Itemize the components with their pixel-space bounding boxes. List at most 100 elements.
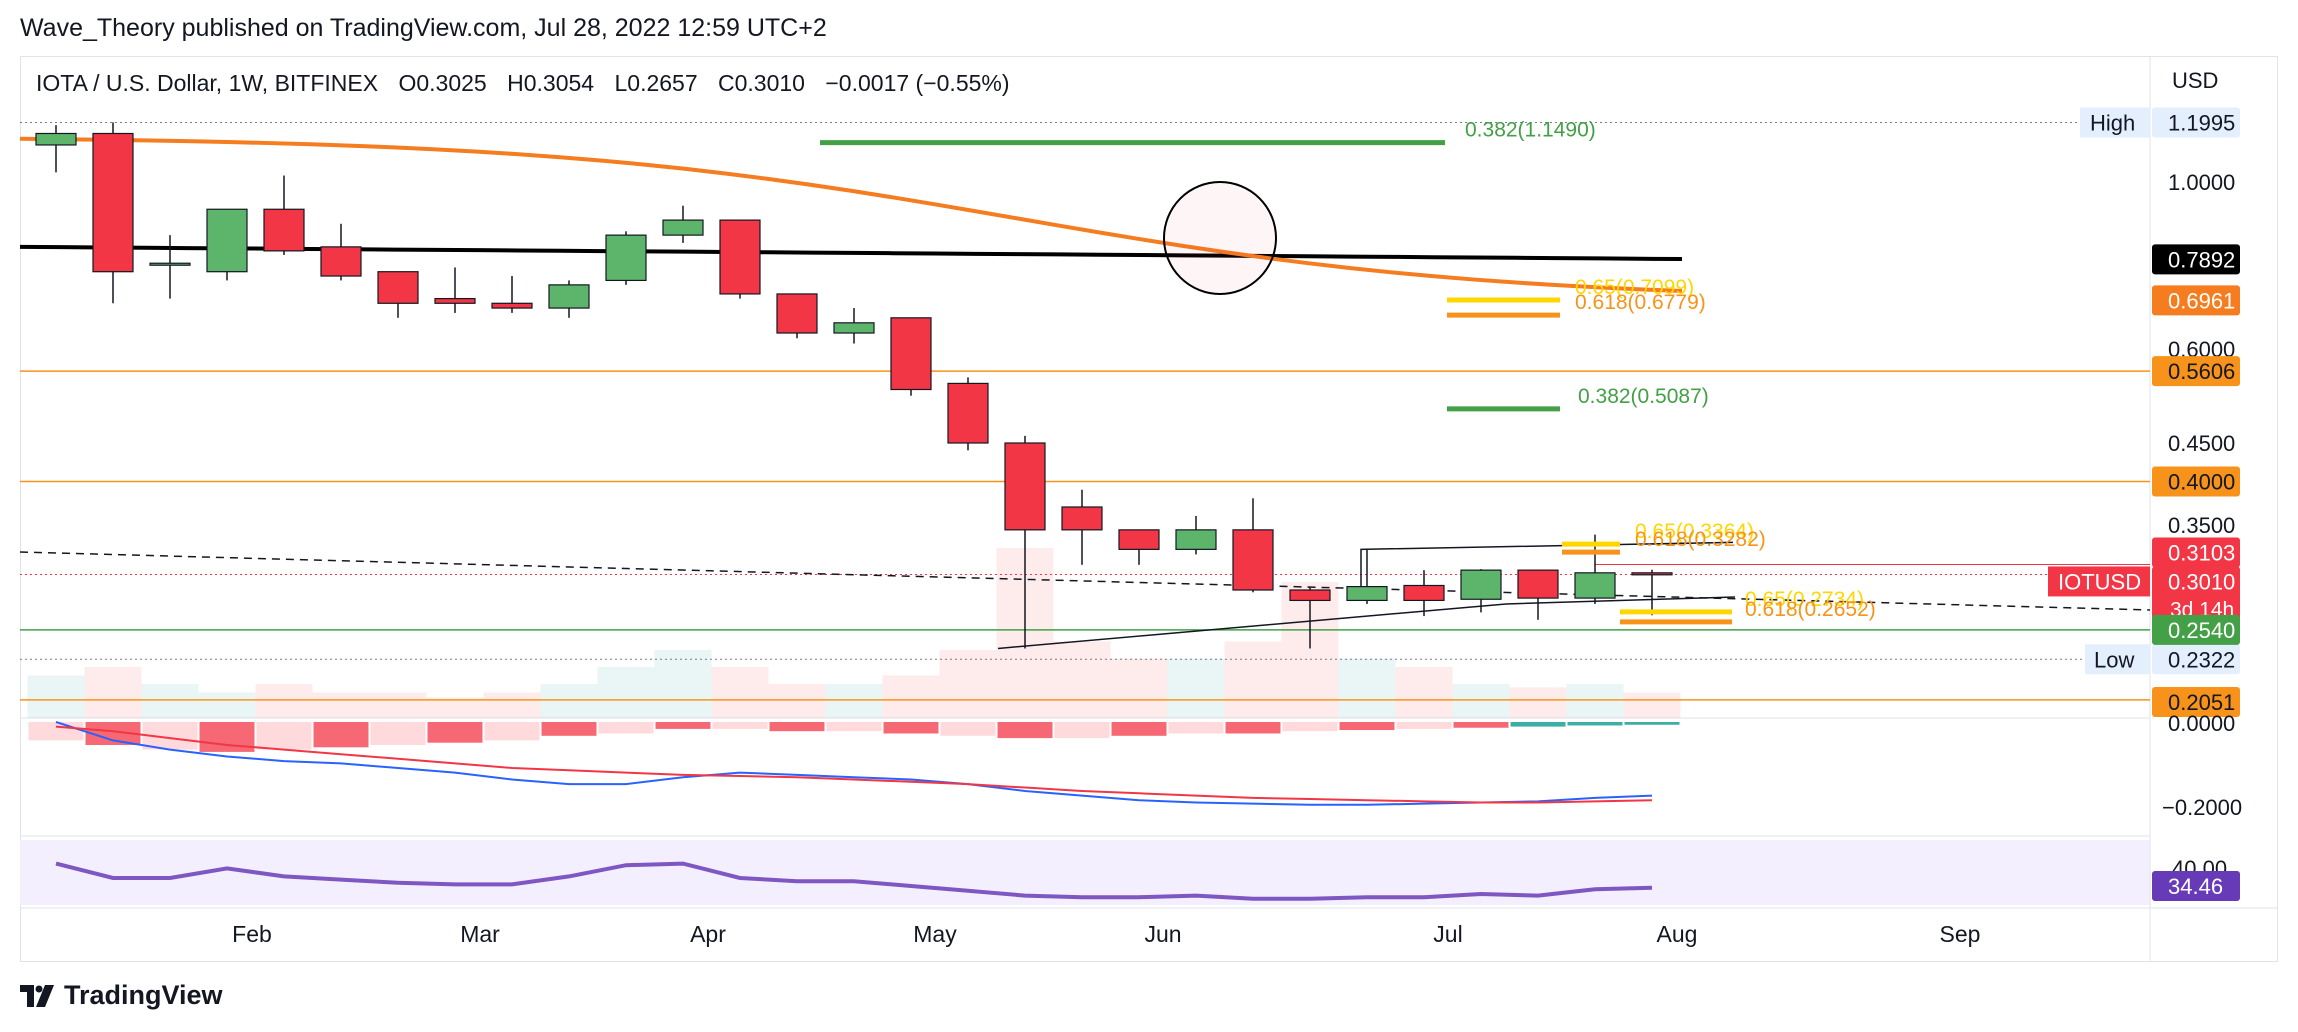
candle-body[interactable] [263, 208, 305, 252]
macd-histogram-bar [1225, 722, 1281, 734]
volume-bar [198, 692, 256, 718]
level-4000-label: 0.4000 [2168, 469, 2235, 494]
candle-body[interactable] [491, 302, 533, 309]
candle-body[interactable] [1346, 586, 1388, 602]
ma-black-value-label: 0.7892 [2168, 247, 2235, 272]
volume-bar [1224, 641, 1282, 718]
time-tick-label: Feb [232, 921, 272, 947]
candle-body[interactable] [1403, 584, 1445, 602]
level-3103-label-bg [2152, 537, 2240, 568]
low-tag: Low [2094, 647, 2134, 672]
symbol-tag-bg [2048, 566, 2150, 597]
tradingview-footer[interactable]: TradingView [20, 980, 223, 1011]
legend-open: O0.3025 [398, 70, 487, 96]
macd-histogram-bar [1624, 722, 1680, 725]
candle-body[interactable] [1061, 506, 1103, 531]
macd-histogram-bar [484, 722, 540, 741]
time-tick-label: Sep [1940, 921, 1981, 947]
candle-body[interactable] [605, 234, 647, 282]
volume-bar [1338, 658, 1396, 718]
candle-body[interactable] [548, 284, 590, 309]
macd-histogram-bar [1282, 722, 1338, 732]
fib-level-label: 0.65(0.2734) [1745, 588, 1864, 611]
high-value-label-bg [2152, 107, 2240, 138]
volume-bar [1053, 641, 1111, 718]
price-tick-label: 0.4500 [2168, 431, 2235, 456]
level-5606-label-bg [2152, 356, 2240, 387]
candle-body[interactable] [890, 317, 932, 391]
macd-histogram-bar [1567, 722, 1623, 726]
candle-body[interactable] [320, 246, 362, 277]
candle-body[interactable] [377, 271, 419, 304]
candle-body[interactable] [662, 219, 704, 236]
candle-body[interactable] [1289, 589, 1331, 602]
volume-bar [426, 697, 484, 718]
rsi-value-bg [2152, 871, 2240, 901]
low-tag-bg [2085, 644, 2150, 675]
volume-bar [1110, 658, 1168, 718]
macd-histogram-bar [28, 722, 84, 741]
candle-body[interactable] [149, 262, 191, 266]
candle-body[interactable] [1460, 569, 1502, 600]
volume-bar [711, 667, 769, 718]
volume-bar [369, 692, 427, 718]
last-price-bg [2152, 566, 2240, 625]
candle-body[interactable] [1574, 572, 1616, 599]
candle-body[interactable] [1631, 572, 1673, 576]
level-2051-label-bg [2152, 687, 2240, 717]
fib-level-label: 0.65(0.7099) [1575, 276, 1694, 299]
ma-orange-value-label: 0.6961 [2168, 288, 2235, 313]
volume-bar [255, 684, 313, 718]
price-tick-label: 0.3500 [2168, 513, 2235, 538]
volume-bar [1623, 692, 1681, 718]
candle-body[interactable] [947, 382, 989, 444]
volume-area [27, 548, 1681, 718]
ma-cross-highlight-circle [1163, 181, 1277, 295]
rsi-pane [55, 861, 1653, 901]
fib-level-label: 0.382(0.5087) [1578, 385, 1709, 408]
candle-body[interactable] [719, 219, 761, 295]
fib-level-label: 0.65(0.3364) [1635, 520, 1754, 543]
candle-body[interactable] [833, 322, 875, 334]
volume-bar [1509, 687, 1567, 718]
low-value-label: 0.2322 [2168, 647, 2235, 672]
candle-body[interactable] [1118, 529, 1160, 550]
price-tick-label: 1.0000 [2168, 170, 2235, 195]
volume-bar [483, 692, 541, 718]
publisher-line: Wave_Theory published on TradingView.com… [20, 14, 827, 42]
ma-black-value-label-bg [2152, 244, 2240, 275]
level-2540-label: 0.2540 [2168, 618, 2235, 643]
volume-bar [597, 667, 655, 718]
macd-histogram-bar [1453, 722, 1509, 728]
candle-body[interactable] [35, 132, 77, 146]
macd-histogram-bar [427, 722, 483, 743]
fib-levels: 0.382(1.1490) 0.65(0.7099)0.618(0.6779) 0.… [820, 119, 1876, 625]
candle-body[interactable] [1004, 442, 1046, 531]
level-4000-label-bg [2152, 466, 2240, 497]
candle-body[interactable] [1517, 569, 1559, 599]
macd-histogram-bar [1054, 722, 1110, 739]
macd-histogram-bar [256, 722, 312, 750]
candle-body[interactable] [776, 293, 818, 334]
candle-body[interactable] [92, 132, 134, 273]
descending-dashed-trendline [19, 551, 2151, 611]
legend-low: L0.2657 [614, 70, 698, 96]
chart-frame[interactable] [20, 56, 2278, 962]
candlesticks[interactable] [35, 122, 1673, 649]
rsi-value-label: 34.46 [2168, 874, 2223, 899]
level-3103-label: 0.3103 [2168, 540, 2235, 565]
horizontal-levels [20, 122, 2150, 701]
candle-body[interactable] [1232, 529, 1274, 591]
volume-bar [27, 675, 85, 718]
volume-bar [141, 684, 199, 718]
symbol-tag: IOTUSD [2058, 569, 2141, 594]
candle-body[interactable] [206, 208, 248, 273]
last-price-label: 0.3010 [2168, 569, 2235, 594]
level-2051-label: 0.2051 [2168, 690, 2235, 715]
volume-bar [654, 650, 712, 718]
volume-bar [312, 692, 370, 718]
candle-body[interactable] [434, 297, 476, 304]
volume-bar [84, 667, 142, 718]
candle-body[interactable] [1175, 529, 1217, 550]
